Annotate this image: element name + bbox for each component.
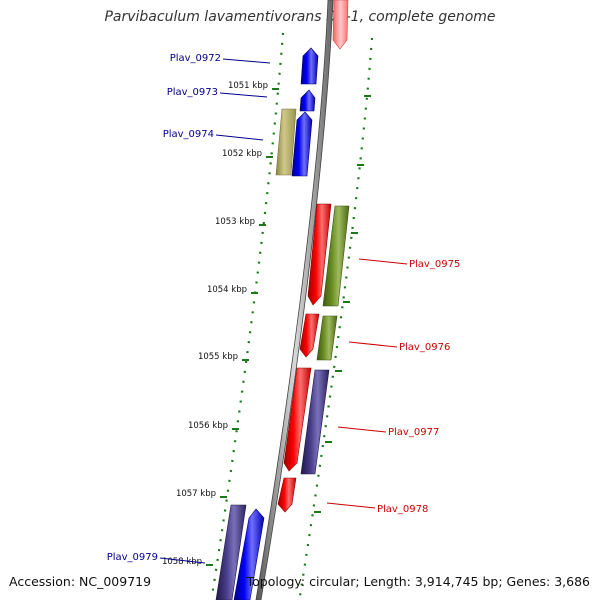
- gene-labels: Plav_0972 Plav_0973 Plav_0974 Plav_0975 Plav…: [107, 53, 460, 564]
- gene-label-plav-0977: Plav_0977: [388, 427, 439, 438]
- gene-label-leader: [219, 92, 268, 98]
- gene-feature-khaki: [275, 108, 297, 176]
- genome-summary: Topology: circular; Length: 3,914,745 bp…: [246, 574, 590, 589]
- gene-label-plav-0975: Plav_0975: [409, 259, 460, 270]
- genes: [215, 0, 350, 600]
- gene-label-leader: [215, 134, 264, 141]
- ruler-tick-label: 1054 kbp: [207, 285, 247, 295]
- gene-feature-plav-0976: [299, 313, 320, 358]
- ruler-tick-label: 1051 kbp: [228, 81, 268, 91]
- gene-feature-slate-2: [215, 504, 247, 600]
- gene-label-plav-0979: Plav_0979: [107, 552, 158, 563]
- gene-feature-plav-0974: [291, 111, 313, 177]
- outer-ruler-line: [298, 37, 374, 597]
- gene-feature-plav-0977: [283, 367, 312, 472]
- gene-feature-olive-1: [322, 205, 350, 307]
- ruler-ticks: 1051 kbp 1052 kbp 1053 kbp 1054 kbp 1055 kbp…: [162, 81, 279, 567]
- gene-label-plav-0973: Plav_0973: [167, 87, 218, 98]
- gene-label-plav-0978: Plav_0978: [377, 504, 428, 515]
- gene-label-plav-0974: Plav_0974: [163, 129, 214, 140]
- outer-ruler-ticks: [314, 95, 371, 513]
- gene-label-leader: [159, 557, 206, 564]
- gene-feature-plav-0972: [300, 47, 319, 85]
- accession-label: Accession: NC_009719: [9, 574, 152, 589]
- ruler-tick-label: 1058 kbp: [162, 557, 202, 567]
- gene-label-leader: [348, 341, 398, 348]
- gene-label-leader: [326, 502, 376, 509]
- gene-feature-slate-1: [300, 369, 330, 475]
- ruler-tick-label: 1056 kbp: [188, 421, 228, 431]
- ruler-tick-label: 1052 kbp: [222, 149, 262, 159]
- gene-label-plav-0976: Plav_0976: [399, 342, 450, 353]
- gene-feature-plav-0978: [277, 477, 297, 513]
- gene-feature-olive-2: [316, 315, 338, 361]
- genome-backbone: [255, 0, 334, 600]
- ruler-tick-label: 1057 kbp: [176, 489, 216, 499]
- gene-label-leader: [337, 426, 387, 433]
- genome-title: Parvibaculum lavamentivorans DS-1, compl…: [104, 9, 496, 25]
- gene-feature-plav-0975: [307, 203, 332, 306]
- gene-label-leader: [222, 58, 271, 64]
- gene-label-leader: [358, 258, 408, 265]
- gene-label-plav-0972: Plav_0972: [170, 53, 221, 64]
- ruler-tick-label: 1055 kbp: [198, 352, 238, 362]
- ruler-tick-label: 1053 kbp: [215, 217, 255, 227]
- gene-feature-plav-0973: [299, 89, 316, 112]
- gene-feature-top-partial: [332, 0, 349, 50]
- gene-feature-plav-0979: [233, 508, 265, 600]
